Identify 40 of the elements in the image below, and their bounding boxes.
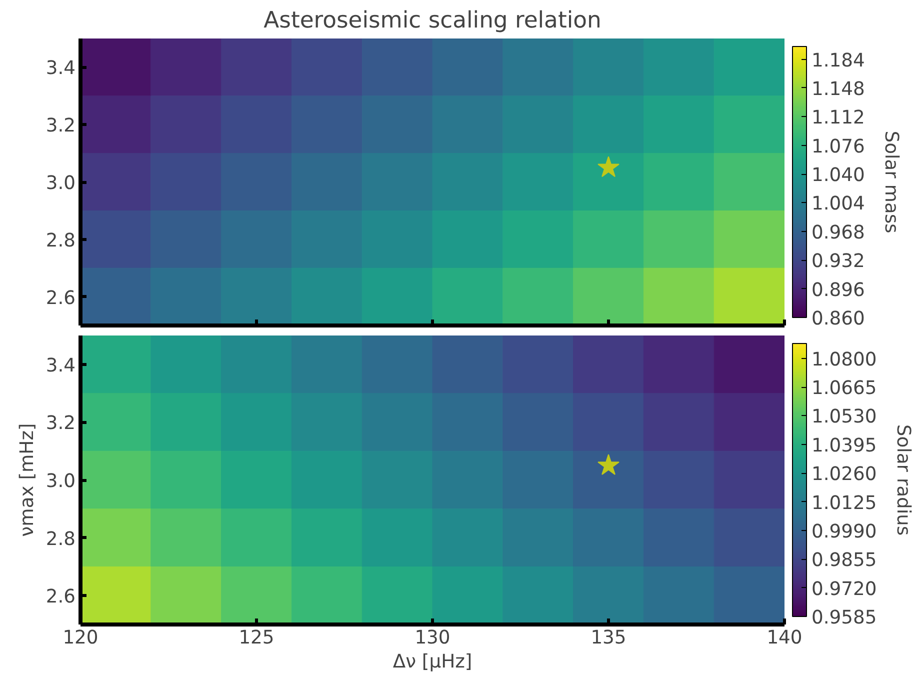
y-tick-label: 3.4 [46, 58, 76, 80]
x-tick-label: 125 [238, 628, 274, 648]
color-bar-label: 1.004 [812, 194, 865, 215]
x-tick-label: 130 [414, 628, 450, 648]
color-bar-label: 0.9585 [812, 608, 877, 628]
color-bar-label: 0.968 [812, 222, 865, 244]
color-bar-label: 1.0395 [812, 435, 877, 456]
y-tick-label: 3.0 [46, 471, 76, 492]
x-axis-title: Δν [μHz] [392, 652, 472, 672]
color-bar-label: 1.0125 [812, 492, 877, 514]
y-tick-label: 2.6 [46, 586, 76, 608]
chart-title: Asteroseismic scaling relation [264, 8, 602, 34]
color-bar-label: 1.0800 [812, 349, 877, 370]
y-axis-title: νmax [mHz] [16, 423, 38, 537]
color-bar-label: 1.0260 [812, 464, 877, 486]
color-bar-label: 1.112 [812, 108, 865, 129]
y-tick-label: 2.6 [46, 288, 76, 309]
x-tick-label: 140 [766, 628, 802, 648]
y-tick-label: 3.4 [46, 355, 76, 376]
color-bar-label: 1.148 [812, 78, 865, 100]
x-tick-label: 135 [590, 628, 626, 648]
color-bar-label: 1.076 [812, 136, 865, 158]
y-tick-label: 2.8 [46, 528, 76, 550]
color-bar-label: 0.9855 [812, 550, 877, 572]
color-bar-label: 1.0530 [812, 406, 877, 428]
y-tick-label: 3.2 [46, 413, 76, 434]
color-bar-label: 1.040 [812, 165, 865, 186]
color-bar-title: Solar mass [880, 130, 902, 234]
y-tick-label: 3.2 [46, 116, 76, 137]
color-bar-label: 0.9990 [812, 521, 877, 542]
color-bar-label: 0.9720 [812, 578, 877, 600]
color-bar-label: 0.860 [812, 308, 865, 330]
y-tick-label: 3.0 [46, 173, 76, 194]
color-bar-label: 0.896 [812, 280, 865, 301]
x-tick-label: 120 [62, 628, 98, 648]
color-bar-title: Solar radius [892, 424, 914, 536]
color-bar-label: 1.184 [812, 50, 865, 72]
color-bar-label: 0.932 [812, 251, 865, 272]
color-bar-label: 1.0665 [812, 378, 877, 400]
y-tick-label: 2.8 [46, 230, 76, 252]
